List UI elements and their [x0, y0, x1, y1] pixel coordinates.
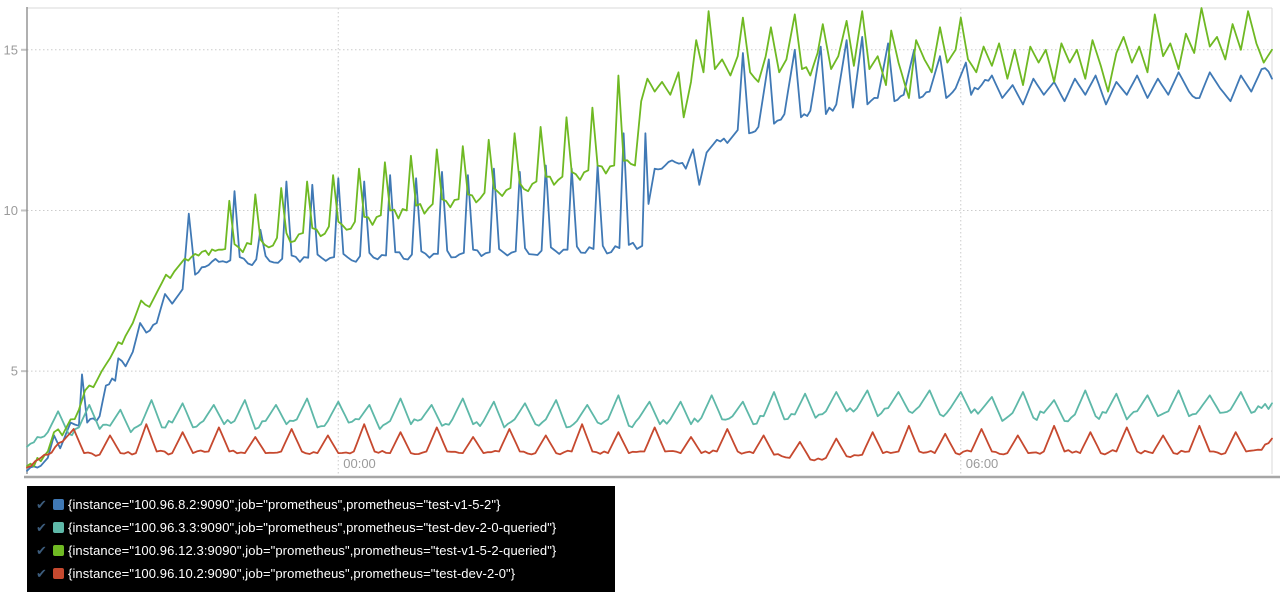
legend-item[interactable]: ✔ {instance="100.96.10.2:9090",job="prom… [36, 562, 607, 585]
x-tick-label: 06:00 [966, 456, 999, 471]
plot-svg[interactable]: 5 10 15 00:00 06:00 [0, 0, 1280, 482]
check-icon[interactable]: ✔ [36, 543, 47, 558]
series-color-swatch [53, 499, 64, 510]
legend-item[interactable]: ✔ {instance="100.96.12.3:9090",job="prom… [36, 539, 607, 562]
legend-label: {instance="100.96.8.2:9090",job="prometh… [68, 497, 501, 512]
y-tick-label: 5 [11, 364, 18, 379]
check-icon[interactable]: ✔ [36, 520, 47, 535]
series-color-swatch [53, 568, 64, 579]
check-icon[interactable]: ✔ [36, 497, 47, 512]
x-tick-label: 00:00 [343, 456, 376, 471]
legend-label: {instance="100.96.10.2:9090",job="promet… [68, 566, 516, 581]
y-tick-label: 15 [4, 42, 18, 57]
legend-label: {instance="100.96.3.3:9090",job="prometh… [68, 520, 557, 535]
series-line-2 [26, 7, 1273, 468]
check-icon[interactable]: ✔ [36, 566, 47, 581]
series-line-1 [26, 389, 1273, 448]
legend-item[interactable]: ✔ {instance="100.96.8.2:9090",job="prome… [36, 493, 607, 516]
legend-label: {instance="100.96.12.3:9090",job="promet… [68, 543, 557, 558]
series-line-0 [26, 36, 1273, 472]
series-line-3 [26, 423, 1273, 469]
legend: ✔ {instance="100.96.8.2:9090",job="prome… [27, 486, 615, 592]
y-tick-label: 10 [4, 203, 18, 218]
series-color-swatch [53, 545, 64, 556]
legend-item[interactable]: ✔ {instance="100.96.3.3:9090",job="prome… [36, 516, 607, 539]
series-color-swatch [53, 522, 64, 533]
